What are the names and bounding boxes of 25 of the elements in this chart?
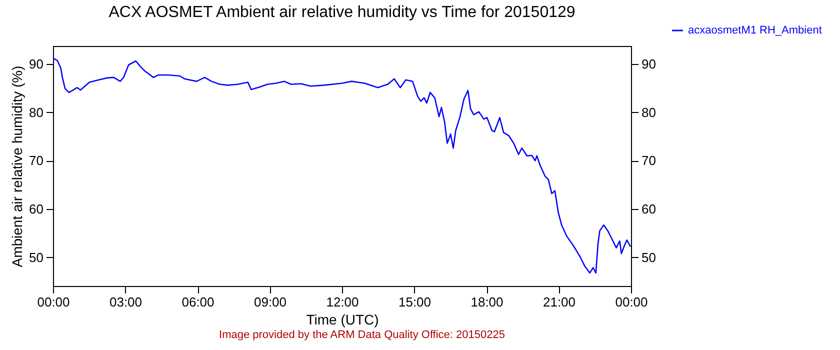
chart-title: ACX AOSMET Ambient air relative humidity vs Time for 20150129 xyxy=(108,4,576,21)
x-tick-label: 03:00 xyxy=(109,294,142,310)
y2-tick-label: 60 xyxy=(642,202,656,217)
x-tick-label: 00:00 xyxy=(615,294,648,310)
y-tick-label: 60 xyxy=(29,202,44,217)
line-series xyxy=(53,57,631,274)
x-axis-title: Time (UTC) xyxy=(306,312,379,328)
x-tick-label: 12:00 xyxy=(326,294,359,310)
y-axis-title: Ambient air relative humidity (%) xyxy=(9,66,26,268)
y-tick-label: 70 xyxy=(29,153,44,168)
x-tick-label: 21:00 xyxy=(542,294,576,310)
y-tick-label: 80 xyxy=(29,104,44,120)
y2-tick-label: 80 xyxy=(642,104,656,120)
x-tick-label: 18:00 xyxy=(470,294,504,310)
y-tick-label: 50 xyxy=(29,250,44,265)
x-tick-label: 06:00 xyxy=(182,294,214,310)
legend-label: acxaosmetM1 RH_Ambient xyxy=(688,24,822,36)
y2-tick-label: 70 xyxy=(642,153,656,168)
text: Image provided by the ARM Data Quality Office: 20150225 xyxy=(219,329,505,341)
x-tick-label: 00:00 xyxy=(37,294,70,310)
y2-tick-label: 90 xyxy=(642,56,656,72)
y-tick-label: 90 xyxy=(29,56,44,72)
x-tick-label: 09:00 xyxy=(254,294,287,310)
y2-tick-label: 50 xyxy=(642,250,656,265)
x-tick-label: 15:00 xyxy=(398,294,432,310)
